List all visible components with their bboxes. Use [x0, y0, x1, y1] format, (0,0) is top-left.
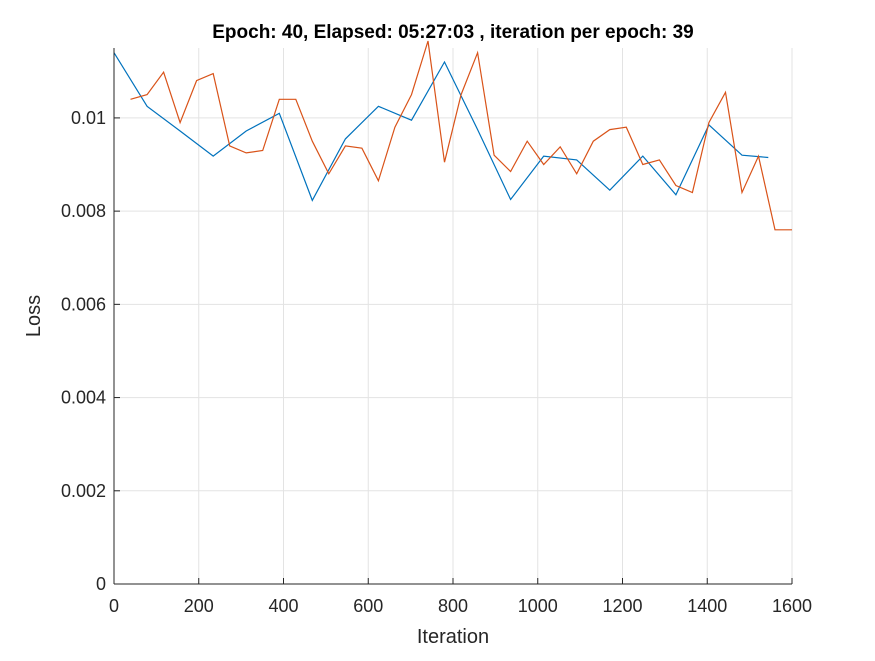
x-tick-label: 0 [109, 596, 119, 616]
series-line-1 [113, 52, 769, 202]
y-tick-label: 0.004 [61, 388, 106, 408]
y-tick-label: 0.01 [71, 108, 106, 128]
x-tick-label: 800 [438, 596, 468, 616]
series-layer [113, 40, 792, 231]
y-tick-label: 0.006 [61, 294, 106, 314]
x-tick-label: 1400 [687, 596, 727, 616]
x-tick-label: 200 [184, 596, 214, 616]
x-ticks: 0 200 400 600 800 1000 1200 1400 1600 [109, 578, 812, 616]
y-tick-label: 0.008 [61, 201, 106, 221]
grid-vertical-lines [198, 48, 793, 584]
x-tick-label: 1600 [772, 596, 812, 616]
y-ticks: 0 0.002 0.004 0.006 0.008 0.01 [61, 108, 120, 594]
x-tick-label: 1200 [602, 596, 642, 616]
grid-horizontal-lines [114, 117, 792, 492]
series-line-2 [130, 40, 792, 231]
y-tick-label: 0.002 [61, 481, 106, 501]
y-tick-label: 0 [96, 574, 106, 594]
chart-title: Epoch: 40, Elapsed: 05:27:03 , iteration… [212, 22, 694, 43]
x-tick-label: 1000 [518, 596, 558, 616]
x-tick-label: 400 [268, 596, 298, 616]
x-tick-label: 600 [353, 596, 383, 616]
y-axis-label: Loss [23, 295, 45, 337]
x-axis-label: Iteration [417, 626, 489, 648]
